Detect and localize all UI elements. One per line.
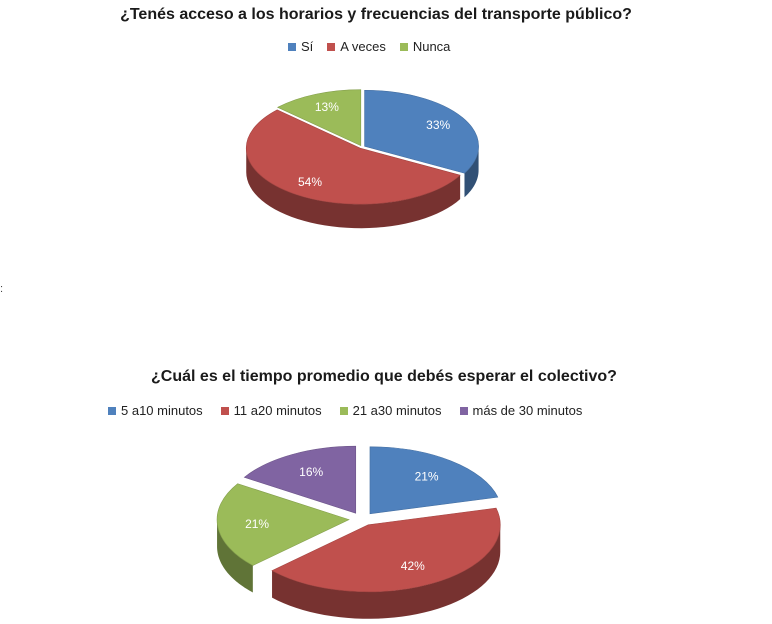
legend-item-11-20: 11 a20 minutos xyxy=(220,403,322,418)
legend-swatch-5-10 xyxy=(108,406,116,415)
chart-1-data-label-2: 13% xyxy=(315,100,339,114)
chart-2-slice-wall-2 xyxy=(217,519,253,593)
legend-swatch-mas-30 xyxy=(459,406,468,415)
legend-label-a-veces: A veces xyxy=(340,39,386,54)
legend-swatch-si xyxy=(288,42,296,51)
chart-2-data-label-1: 42% xyxy=(401,559,425,573)
legend-item-21-30: 21 a30 minutos xyxy=(339,403,442,418)
chart-1-title: ¿Tenés acceso a los horarios y frecuenci… xyxy=(120,6,632,23)
chart-2-data-label-2: 21% xyxy=(245,517,269,531)
chart-1-data-label-1: 54% xyxy=(298,175,322,189)
legend-item-5-10: 5 a10 minutos xyxy=(108,403,203,418)
legend-swatch-a-veces xyxy=(327,42,336,51)
chart-1-legend: Sí A veces Nunca xyxy=(288,39,450,54)
chart-2-legend: 5 a10 minutos 11 a20 minutos 21 a30 minu… xyxy=(108,403,582,418)
chart-1-pie: 33% 54% 13% xyxy=(245,89,479,229)
chart-1-slice-1 xyxy=(245,109,461,205)
legend-swatch-nunca xyxy=(399,42,408,51)
chart-2-slice-1 xyxy=(271,507,501,593)
chart-2-title: ¿Cuál es el tiempo promedio que debés es… xyxy=(151,368,617,385)
chart-2-slice-0 xyxy=(369,446,499,515)
legend-item-mas-30: más de 30 minutos xyxy=(459,403,583,418)
chart-1-slice-walls xyxy=(246,146,479,229)
chart-2-slice-walls xyxy=(217,519,501,619)
legend-label-si: Sí xyxy=(301,39,314,54)
chart-1-slice-2 xyxy=(277,89,362,147)
chart-1-slice-0 xyxy=(364,89,479,174)
legend-label-mas-30: más de 30 minutos xyxy=(472,403,583,418)
legend-label-5-10: 5 a10 minutos xyxy=(121,403,203,418)
legend-label-21-30: 21 a30 minutos xyxy=(352,403,442,418)
chart-1-data-label-0: 33% xyxy=(426,118,450,132)
legend-label-nunca: Nunca xyxy=(412,39,451,54)
chart-1-slice-wall-1 xyxy=(246,148,461,229)
chart-1-slice-wall-0 xyxy=(464,146,479,198)
stray-colon-mark: : xyxy=(0,283,4,295)
chart-2-slice-wall-1 xyxy=(272,524,501,619)
legend-swatch-21-30 xyxy=(339,406,348,415)
legend-item-a-veces: A veces xyxy=(327,39,386,54)
legend-item-nunca: Nunca xyxy=(399,39,451,54)
legend-label-11-20: 11 a20 minutos xyxy=(233,403,322,418)
chart-2-data-label-3: 16% xyxy=(299,465,323,479)
legend-swatch-11-20 xyxy=(220,406,229,415)
legend-item-si: Sí xyxy=(288,39,313,54)
chart-2-data-label-0: 21% xyxy=(415,470,439,484)
chart-2-slice-3 xyxy=(243,445,357,514)
chart-2-slice-2 xyxy=(216,483,350,566)
